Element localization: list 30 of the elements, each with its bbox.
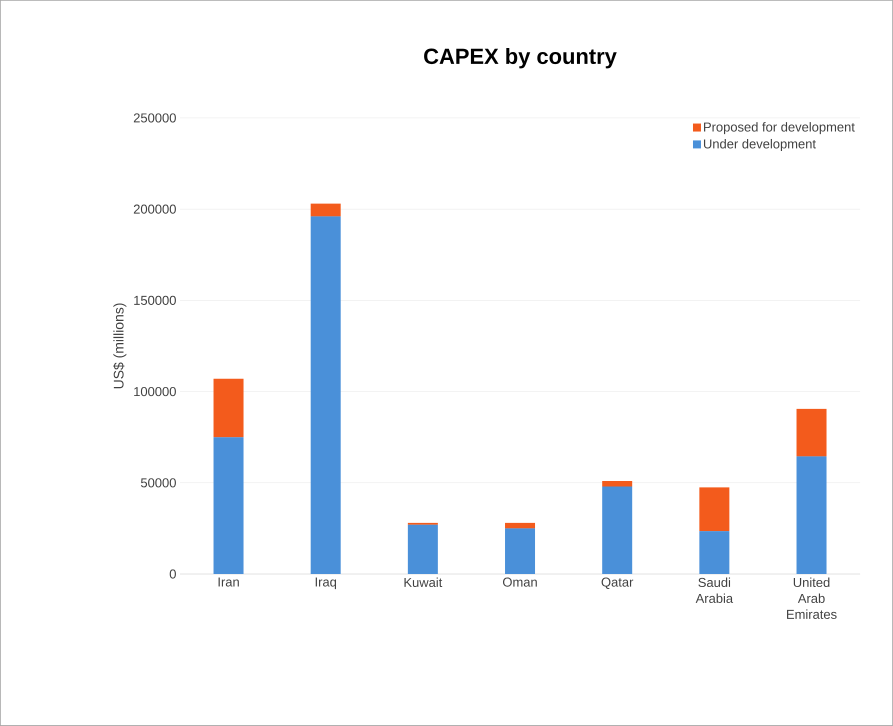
x-tick-label: Iraq: [316, 578, 336, 590]
bar: [408, 524, 438, 574]
legend-label: Under development: [704, 138, 816, 152]
bar: [796, 408, 827, 456]
x-tick-label: United Arab Emirates: [787, 578, 837, 619]
bar: [214, 437, 244, 574]
bar: [505, 522, 536, 528]
bar: [505, 528, 536, 574]
bar: [796, 456, 827, 574]
bar: [214, 378, 244, 438]
bar: [602, 486, 632, 574]
chart-title: CAPEX by country: [424, 48, 617, 68]
bar: [310, 216, 341, 574]
x-tick-label: Qatar: [602, 578, 634, 590]
y-tick-label: 200000: [134, 204, 176, 214]
y-tick-label: 250000: [134, 113, 176, 123]
y-tick-label: 100000: [134, 387, 176, 396]
x-tick-label: Kuwait: [404, 578, 442, 588]
legend-label: Proposed for development: [704, 122, 855, 134]
y-tick-label: 0: [170, 569, 176, 579]
bar: [602, 480, 632, 486]
bar: [699, 487, 730, 532]
x-tick-label: Oman: [502, 578, 537, 587]
x-tick-label: Iran: [218, 578, 239, 587]
bar: [310, 204, 341, 216]
x-tick-label: Saudi Arabia: [696, 578, 734, 604]
bar: [699, 531, 730, 574]
y-axis-title: US$ (millions): [113, 303, 126, 388]
y-tick-label: 150000: [134, 296, 176, 305]
y-tick-label: 50000: [140, 478, 176, 488]
